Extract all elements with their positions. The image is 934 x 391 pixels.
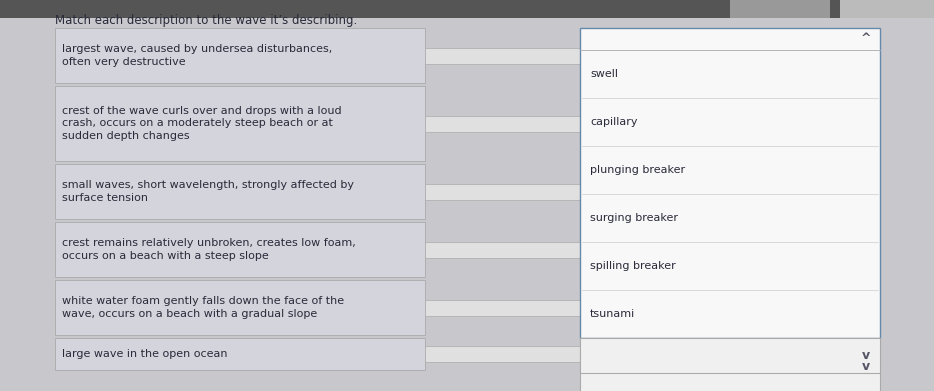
FancyBboxPatch shape	[425, 300, 580, 316]
Text: surging breaker: surging breaker	[590, 213, 678, 223]
FancyBboxPatch shape	[580, 28, 880, 338]
Text: spilling breaker: spilling breaker	[590, 261, 676, 271]
Text: swell: swell	[590, 69, 618, 79]
FancyBboxPatch shape	[580, 338, 880, 391]
FancyBboxPatch shape	[0, 0, 934, 18]
FancyBboxPatch shape	[580, 338, 880, 373]
FancyBboxPatch shape	[55, 28, 425, 83]
Text: ^: ^	[861, 32, 871, 45]
FancyBboxPatch shape	[425, 183, 580, 199]
FancyBboxPatch shape	[425, 47, 580, 63]
Text: crest remains relatively unbroken, creates low foam,
occurs on a beach with a st: crest remains relatively unbroken, creat…	[62, 238, 356, 261]
Text: largest wave, caused by undersea disturbances,
often very destructive: largest wave, caused by undersea disturb…	[62, 44, 333, 67]
Text: crest of the wave curls over and drops with a loud
crash, occurs on a moderately: crest of the wave curls over and drops w…	[62, 106, 342, 141]
FancyBboxPatch shape	[55, 86, 425, 161]
FancyBboxPatch shape	[730, 0, 830, 18]
FancyBboxPatch shape	[425, 115, 580, 131]
FancyBboxPatch shape	[55, 164, 425, 219]
Text: small waves, short wavelength, strongly affected by
surface tension: small waves, short wavelength, strongly …	[62, 180, 354, 203]
Text: tsunami: tsunami	[590, 309, 635, 319]
Text: v: v	[862, 361, 870, 373]
Text: Match each description to the wave it’s describing.: Match each description to the wave it’s …	[55, 14, 357, 27]
Text: plunging breaker: plunging breaker	[590, 165, 686, 175]
FancyBboxPatch shape	[840, 0, 934, 18]
Text: large wave in the open ocean: large wave in the open ocean	[62, 349, 228, 359]
FancyBboxPatch shape	[425, 346, 580, 362]
FancyBboxPatch shape	[425, 242, 580, 258]
FancyBboxPatch shape	[55, 280, 425, 335]
Text: capillary: capillary	[590, 117, 638, 127]
FancyBboxPatch shape	[55, 222, 425, 277]
Text: white water foam gently falls down the face of the
wave, occurs on a beach with : white water foam gently falls down the f…	[62, 296, 344, 319]
Text: v: v	[862, 349, 870, 362]
FancyBboxPatch shape	[55, 338, 425, 370]
